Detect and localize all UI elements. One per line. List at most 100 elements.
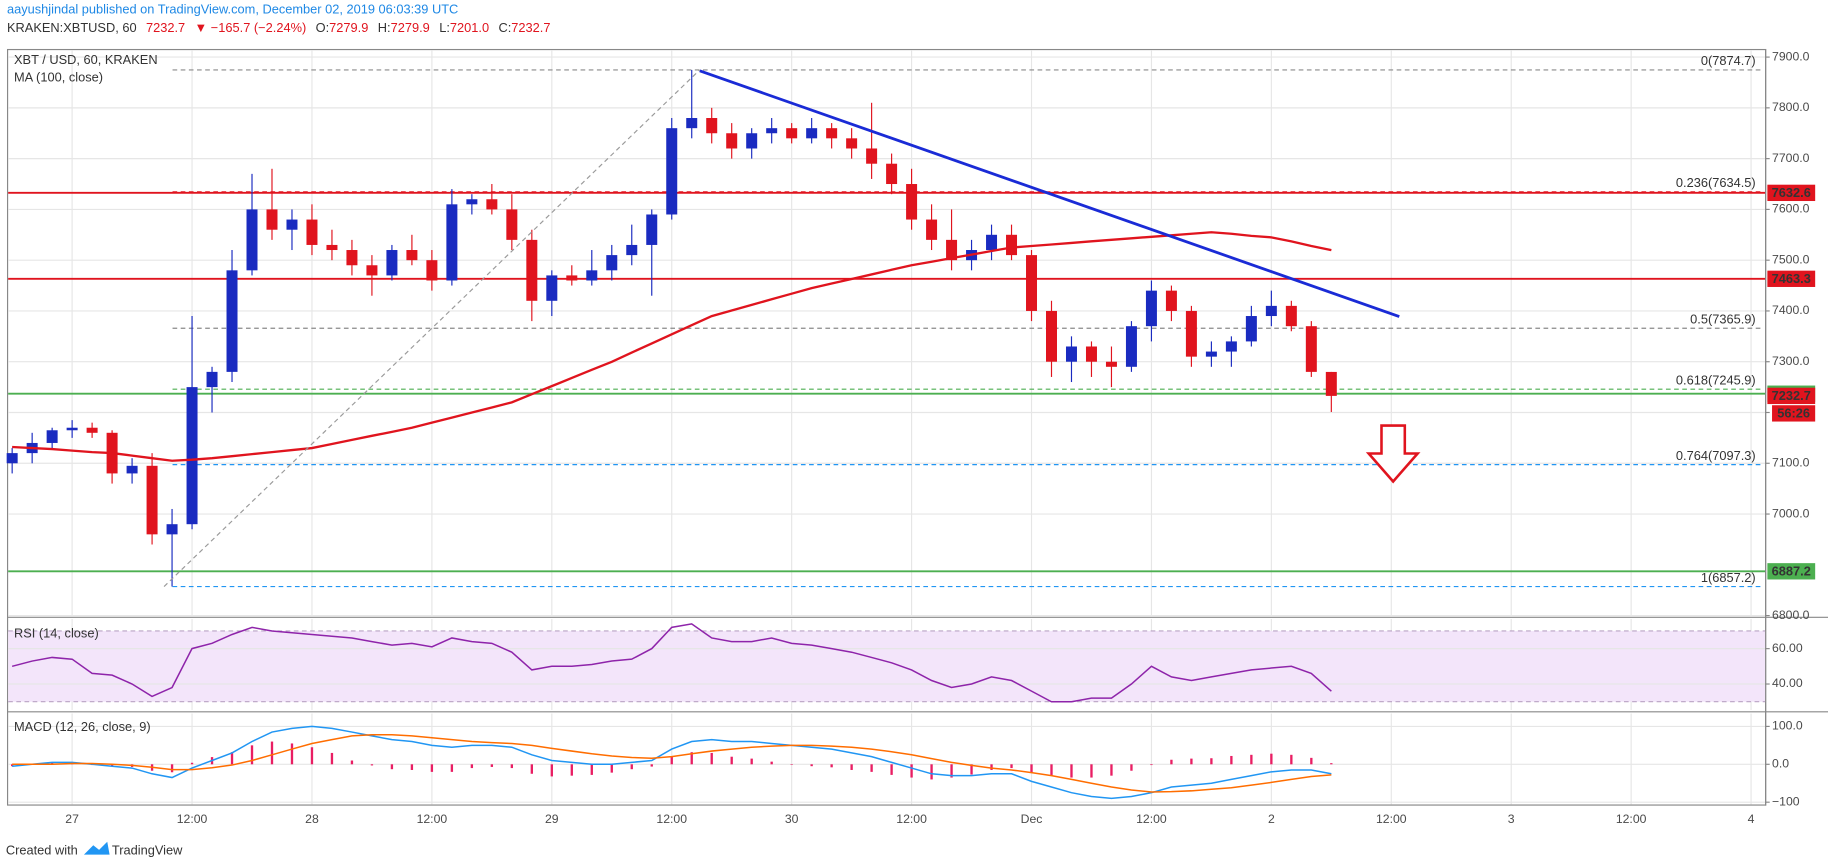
- macd-histogram: [1210, 758, 1213, 765]
- macd-histogram: [810, 764, 813, 767]
- candle-body: [126, 465, 138, 474]
- ohlc-key: L:: [439, 21, 450, 36]
- macd-histogram: [970, 764, 973, 775]
- ohlc-value: 7279.9: [329, 21, 368, 36]
- candle-body: [246, 209, 258, 271]
- y-tick-label: 7900.0: [1772, 49, 1810, 63]
- fib-label: 0.236(7634.5): [1676, 175, 1756, 190]
- macd-histogram: [50, 762, 54, 765]
- macd-histogram: [590, 764, 593, 775]
- last-price: 7232.7: [146, 21, 185, 36]
- macd-histogram: [670, 756, 673, 765]
- y-tick-label: 7400.0: [1772, 303, 1810, 317]
- macd-histogram: [1330, 763, 1333, 765]
- price-tag-label: 7463.3: [1772, 271, 1811, 286]
- macd-histogram: [450, 764, 454, 772]
- ohlc-value: 7279.9: [391, 21, 430, 36]
- macd-histogram: [550, 764, 553, 777]
- trendline: [699, 69, 1400, 318]
- candle-body: [1325, 371, 1337, 396]
- candle-body: [1046, 310, 1057, 362]
- candle-body: [786, 128, 798, 139]
- candle-body: [86, 427, 98, 433]
- ohlc-key: C:: [498, 21, 511, 36]
- moving-average: [12, 231, 1332, 462]
- y-tick-label: 7300.0: [1772, 354, 1810, 368]
- candle-body: [726, 133, 738, 149]
- price-tag-label: 7632.6: [1772, 185, 1811, 200]
- footer-brand: TradingView: [112, 842, 183, 857]
- macd-histogram: [650, 764, 653, 767]
- macd-histogram: [1290, 754, 1293, 765]
- macd-histogram: [430, 764, 434, 772]
- price-tag-label: 7232.7: [1772, 388, 1811, 403]
- macd-histogram: [830, 764, 833, 768]
- candle-body: [906, 184, 918, 220]
- macd-histogram: [950, 764, 953, 778]
- macd-histogram: [570, 764, 573, 776]
- macd-histogram: [690, 752, 693, 765]
- legend-entry: MA (100, close): [14, 70, 103, 85]
- macd-histogram: [370, 764, 374, 766]
- candle-body: [626, 244, 638, 256]
- candle-body: [1006, 234, 1018, 256]
- macd-histogram: [870, 764, 873, 772]
- y-tick-label: 6800.0: [1772, 608, 1810, 622]
- x-tick-label: 4: [1748, 812, 1755, 826]
- countdown: 56:26: [1777, 405, 1810, 420]
- price-tag-label: 6887.2: [1772, 563, 1811, 578]
- candle-body: [986, 234, 998, 251]
- macd-histogram: [1110, 764, 1113, 776]
- candle-body: [1145, 290, 1157, 327]
- candle-body: [1105, 361, 1117, 367]
- x-tick-label: Dec: [1021, 812, 1043, 826]
- candle-body: [1185, 310, 1197, 357]
- trendline: [163, 69, 701, 587]
- macd-histogram: [1250, 754, 1253, 765]
- y-tick-label: 7800.0: [1772, 100, 1810, 114]
- macd-histogram: [770, 761, 773, 765]
- x-tick-label: 12:00: [177, 812, 208, 826]
- rsi-line: [11, 623, 1332, 703]
- candle-body: [686, 118, 698, 129]
- candle-body: [206, 371, 218, 388]
- candle-body: [326, 244, 338, 251]
- macd-histogram: [350, 760, 354, 765]
- macd-histogram: [270, 741, 274, 765]
- candle-body: [646, 214, 658, 245]
- price-tag: [1767, 184, 1816, 202]
- candle-body: [846, 138, 858, 149]
- down-arrow: [1365, 424, 1421, 484]
- candle-body: [6, 453, 18, 464]
- candle-body: [166, 524, 178, 535]
- chart-layer: 27 12:00 28 12:00 29 12:00 30 12:00 Dec 12:00 2 12:…: [6, 49, 1816, 826]
- x-tick-label: 28: [305, 812, 319, 826]
- candle-body: [806, 128, 818, 139]
- fib-label: 0.618(7245.9): [1676, 372, 1756, 387]
- macd-histogram: [230, 752, 234, 765]
- candle-body: [1225, 341, 1237, 352]
- macd-histogram: [10, 764, 14, 767]
- candle-body: [1245, 316, 1257, 342]
- candle-body: [1265, 305, 1277, 317]
- y-tick-label: −100: [1772, 794, 1800, 808]
- candle-body: [1065, 346, 1077, 362]
- chart-legend: XBT / USD, 60, KRAKEN: [14, 52, 158, 67]
- macd-histogram: [470, 764, 474, 769]
- candle-body: [446, 204, 458, 281]
- candle-body: [426, 260, 438, 281]
- y-tick-label: 100.0: [1772, 719, 1803, 733]
- y-tick-label: 0.0: [1772, 757, 1789, 771]
- y-tick-label: 7600.0: [1772, 202, 1810, 216]
- candle-body: [926, 219, 938, 240]
- x-tick-label: 27: [65, 812, 79, 826]
- x-tick-label: 29: [545, 812, 559, 826]
- candle-body: [226, 270, 238, 372]
- macd-histogram: [410, 764, 414, 770]
- macd-histogram: [1050, 764, 1053, 776]
- fib-label: 0.764(7097.3): [1676, 448, 1756, 463]
- y-tick-label: 7700.0: [1772, 151, 1810, 165]
- macd-line: [12, 725, 1332, 800]
- price-tag: [1767, 563, 1816, 580]
